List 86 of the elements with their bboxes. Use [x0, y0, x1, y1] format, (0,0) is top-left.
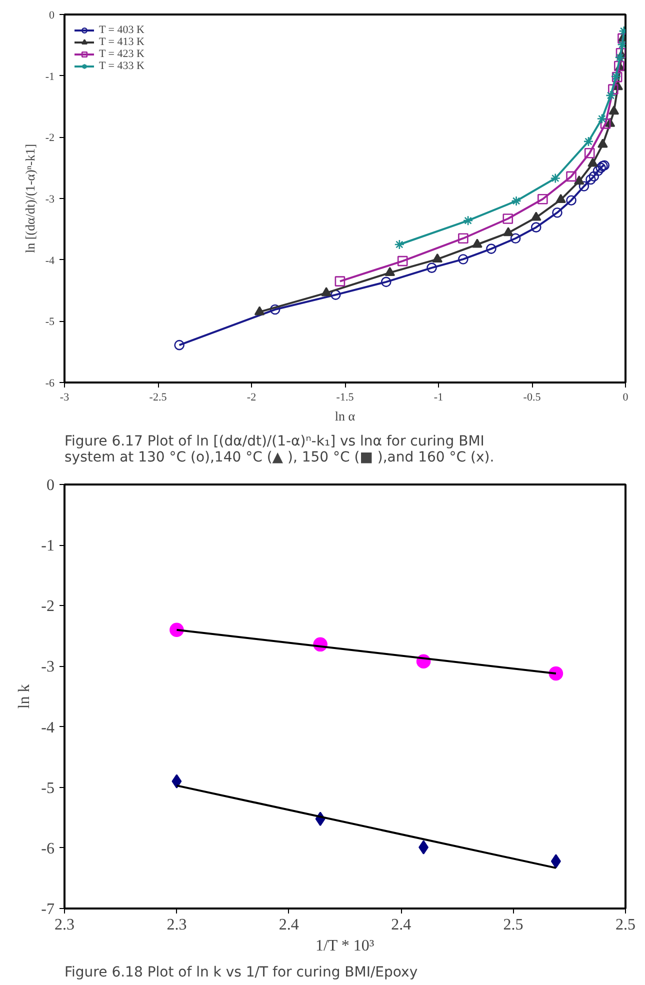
point	[472, 238, 482, 248]
x-tick-label: -3	[60, 392, 70, 404]
point	[608, 84, 618, 94]
point	[598, 138, 608, 148]
legend-label: T = 413 K	[99, 36, 144, 48]
caption: Figure 6.18 Plot of ln k vs 1/T for curing BMI/Epoxy	[64, 964, 418, 980]
point	[548, 666, 564, 681]
x-tick-label: 2.5	[503, 916, 524, 934]
x-tick-label: 2.3	[54, 916, 74, 934]
x-axis-title: 1/T * 10³	[315, 938, 374, 954]
point	[592, 166, 604, 176]
y-tick-label: -2	[41, 598, 54, 616]
y-tick-label: -4	[45, 254, 55, 267]
x-tick-label: -0.5	[523, 392, 542, 404]
point	[510, 233, 521, 244]
point	[254, 306, 265, 316]
point	[462, 215, 474, 226]
point	[174, 340, 184, 350]
point	[584, 148, 595, 158]
point	[321, 287, 332, 296]
x-tick-label: 2.5	[616, 916, 636, 934]
y-axis-title: ln [(dα/dt)/(1-α)ⁿ-k1]	[22, 144, 38, 254]
point	[270, 304, 280, 315]
y-tick-label: 0	[46, 477, 54, 494]
y-tick-label: -5	[45, 316, 55, 328]
point	[596, 114, 608, 124]
point	[552, 207, 562, 218]
point	[614, 52, 626, 63]
point	[334, 276, 346, 286]
point	[550, 854, 561, 868]
point	[556, 194, 566, 203]
point	[574, 175, 584, 185]
point	[608, 106, 620, 115]
point	[418, 840, 429, 854]
y-tick-label: 0	[49, 10, 55, 22]
point	[486, 244, 496, 254]
point	[503, 227, 514, 236]
point	[566, 171, 576, 182]
x-tick-label: 2.3	[166, 916, 187, 934]
point	[586, 174, 596, 185]
y-tick-label: -5	[41, 780, 54, 797]
point	[432, 253, 443, 262]
point	[606, 90, 616, 101]
point	[578, 181, 590, 192]
point	[588, 171, 600, 182]
x-tick-label: -1.5	[336, 392, 354, 404]
point	[458, 254, 468, 264]
point	[550, 173, 561, 184]
caption: Figure 6.17 Plot of ln [(dα/dt)/(1-α)ⁿ-k₁] vs lnα for curing BMI system at 130 °C (o),140 °C (▲ ), 150 °C (■ ),and 160 °C (x).	[64, 434, 494, 466]
point	[458, 233, 468, 244]
y-tick-label: -4	[41, 719, 54, 736]
legend-label: T = 433 K	[99, 60, 144, 72]
point	[380, 276, 392, 288]
point	[530, 222, 542, 232]
legend-label: T = 423 K	[99, 48, 144, 60]
y-tick-label: -1	[41, 538, 54, 555]
point	[583, 136, 594, 147]
point	[530, 212, 542, 221]
point	[384, 266, 396, 276]
point	[566, 195, 576, 206]
y-tick-label: -3	[41, 658, 54, 676]
y-tick-label: -2	[45, 132, 55, 144]
x-tick-label: -2	[246, 392, 256, 404]
x-tick-label: -1	[434, 392, 444, 404]
y-tick-label: -3	[45, 194, 55, 206]
point	[330, 290, 341, 300]
point	[426, 262, 437, 273]
x-tick-label: -2.5	[149, 392, 168, 404]
y-tick-label: -1	[45, 70, 55, 83]
point	[511, 196, 522, 206]
point	[394, 239, 405, 250]
legend-label: T = 403 K	[99, 24, 144, 36]
y-axis-title: ln k	[16, 684, 34, 709]
y-tick-label: -6	[45, 378, 55, 390]
y-tick-label: -6	[41, 840, 54, 858]
point	[502, 214, 514, 224]
x-tick-label: 2.4	[391, 916, 412, 934]
point	[170, 622, 184, 638]
x-tick-label: 2.4	[278, 916, 299, 934]
y-tick-label: -7	[41, 901, 54, 918]
point	[397, 256, 408, 266]
point	[538, 194, 548, 204]
x-axis-title: ln α	[334, 408, 356, 424]
x-tick-label: 0	[622, 392, 629, 404]
point	[588, 158, 598, 167]
point	[172, 774, 182, 788]
